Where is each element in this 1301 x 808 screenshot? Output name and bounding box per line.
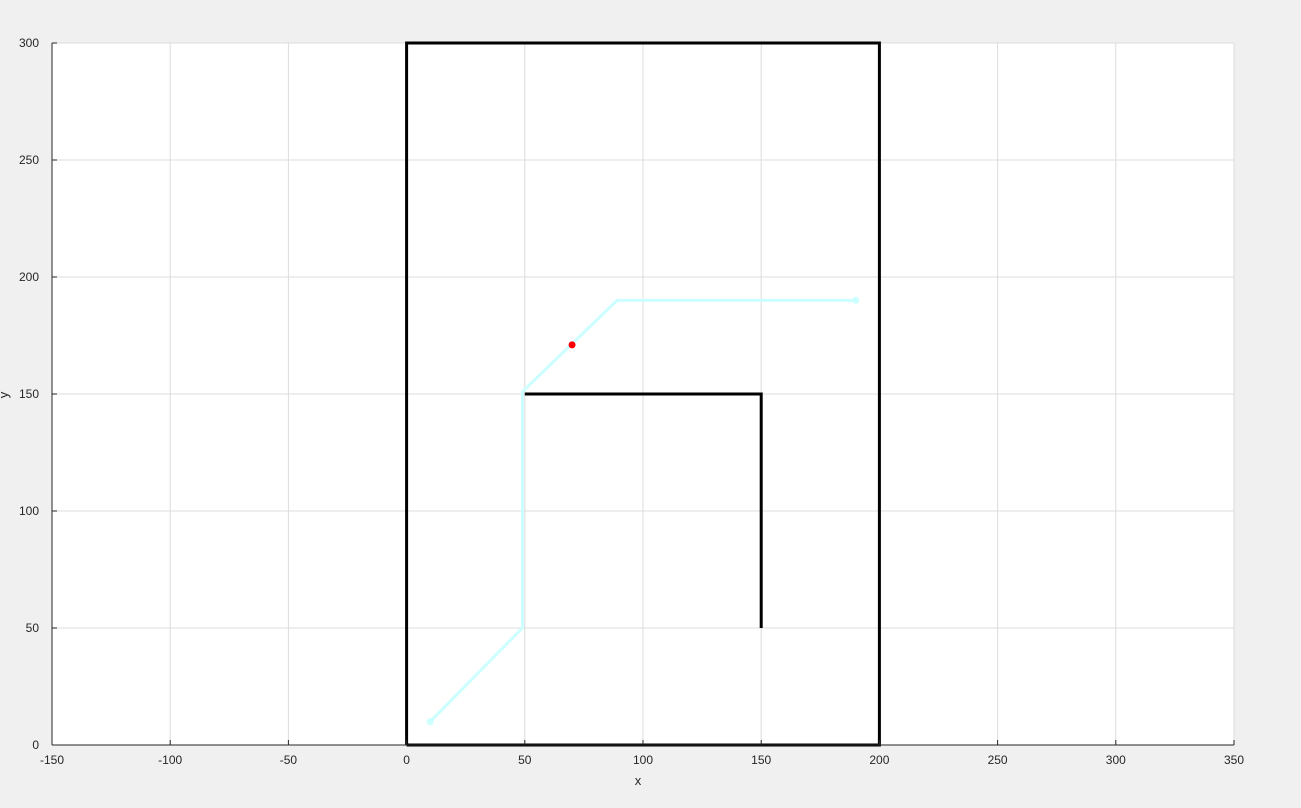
tick-labels: -150 -100 -50 0 50 100 150 200 250 300 350 0 50 100 15… (19, 36, 1244, 767)
y-tick-label: 250 (19, 153, 39, 167)
x-axis-label: x (635, 773, 642, 788)
y-tick-label: 150 (19, 387, 39, 401)
inner-wall-line (524, 392, 763, 628)
x-tick-label: -50 (280, 753, 298, 767)
current-position-marker (568, 341, 576, 349)
y-tick-label: 0 (32, 738, 39, 752)
y-tick-label: 100 (19, 504, 39, 518)
x-tick-label: 250 (988, 753, 1008, 767)
x-tick-label: 100 (633, 753, 653, 767)
x-tick-label: -150 (40, 753, 64, 767)
x-tick-label: 300 (1106, 753, 1126, 767)
x-tick-label: -100 (158, 753, 182, 767)
x-tick-label: 150 (751, 753, 771, 767)
path-endpoint-marker (426, 718, 434, 726)
y-axis-label: y (0, 391, 11, 398)
x-tick-label: 50 (518, 753, 532, 767)
axes-frame (51, 42, 1235, 746)
x-tick-label: 200 (869, 753, 889, 767)
x-tick-label: 350 (1224, 753, 1244, 767)
path-line (429, 298, 856, 723)
y-tick-label: 50 (26, 621, 40, 635)
y-tick-label: 200 (19, 270, 39, 284)
path-endpoint-marker (852, 296, 860, 304)
x-tick-label: 0 (403, 753, 410, 767)
y-tick-label: 300 (19, 36, 39, 50)
